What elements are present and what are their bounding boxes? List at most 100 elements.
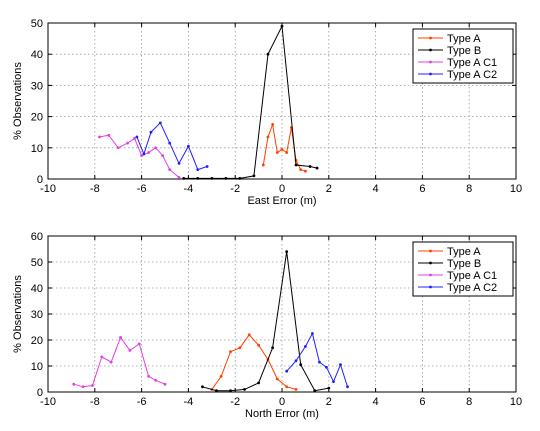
data-point bbox=[266, 52, 270, 56]
series-line-type-b bbox=[183, 24, 318, 179]
y-tick-label: 40 bbox=[31, 283, 43, 295]
data-point bbox=[147, 151, 151, 154]
legend-marker bbox=[429, 261, 432, 265]
x-tick-label: 10 bbox=[510, 183, 522, 195]
data-point bbox=[107, 133, 111, 137]
data-point bbox=[243, 388, 246, 391]
x-tick-label: -8 bbox=[90, 396, 100, 408]
data-point bbox=[224, 176, 228, 180]
data-point bbox=[210, 176, 214, 180]
x-tick-label: 6 bbox=[419, 396, 425, 408]
data-point bbox=[285, 369, 289, 373]
data-point bbox=[229, 350, 232, 354]
data-point bbox=[346, 385, 349, 389]
data-point bbox=[261, 163, 265, 167]
data-point bbox=[311, 332, 314, 335]
data-point bbox=[187, 144, 190, 148]
data-point bbox=[308, 165, 312, 168]
data-point bbox=[285, 151, 289, 154]
data-point bbox=[168, 141, 172, 145]
x-tick-label: -8 bbox=[90, 183, 100, 195]
data-point bbox=[275, 151, 279, 154]
legend-marker bbox=[429, 36, 432, 40]
y-tick-label: 0 bbox=[37, 387, 43, 399]
x-tick-label: 8 bbox=[466, 396, 472, 408]
data-point bbox=[201, 385, 204, 389]
x-tick-label: -2 bbox=[230, 396, 240, 408]
data-point bbox=[133, 137, 136, 140]
legend-marker bbox=[429, 273, 432, 277]
data-point bbox=[182, 176, 186, 180]
x-tick-label: -4 bbox=[184, 396, 194, 408]
data-point bbox=[168, 168, 172, 172]
y-axis-label: % Observations bbox=[12, 62, 24, 140]
x-tick-label: -6 bbox=[137, 183, 147, 195]
data-point bbox=[147, 375, 151, 378]
data-point bbox=[154, 146, 158, 150]
data-point bbox=[266, 135, 270, 139]
data-point bbox=[271, 346, 275, 350]
data-point bbox=[161, 154, 165, 158]
legend-marker bbox=[429, 72, 432, 76]
data-point bbox=[196, 168, 200, 172]
data-point bbox=[137, 342, 141, 346]
series-line-type-a-c2 bbox=[136, 121, 208, 171]
legend-marker bbox=[429, 48, 432, 52]
y-tick-label: 10 bbox=[31, 143, 43, 155]
data-point bbox=[313, 389, 317, 393]
data-point bbox=[215, 389, 218, 393]
data-point bbox=[229, 389, 232, 393]
data-point bbox=[325, 365, 328, 369]
x-axis-label: North Error (m) bbox=[245, 408, 319, 420]
y-tick-label: 50 bbox=[31, 257, 43, 269]
y-tick-label: 30 bbox=[31, 80, 43, 92]
data-point bbox=[285, 250, 289, 254]
data-point bbox=[72, 382, 76, 386]
y-tick-label: 20 bbox=[31, 335, 43, 347]
data-point bbox=[219, 375, 223, 378]
series-line-type-a-c1 bbox=[73, 336, 166, 388]
data-point bbox=[154, 378, 158, 382]
data-point bbox=[257, 343, 260, 347]
data-point bbox=[304, 169, 307, 173]
data-point bbox=[196, 176, 200, 180]
x-tick-label: 2 bbox=[326, 183, 332, 195]
y-tick-label: 10 bbox=[31, 361, 43, 373]
data-point bbox=[177, 176, 181, 179]
legend-marker bbox=[429, 285, 432, 289]
data-point bbox=[327, 386, 331, 390]
series-line-type-a bbox=[211, 334, 297, 390]
data-point bbox=[128, 349, 132, 352]
data-point bbox=[126, 141, 129, 145]
y-tick-label: 0 bbox=[37, 174, 43, 186]
data-point bbox=[247, 333, 251, 337]
data-point bbox=[163, 382, 167, 386]
y-tick-label: 40 bbox=[31, 49, 43, 61]
data-point bbox=[98, 135, 101, 139]
x-tick-label: 0 bbox=[279, 396, 285, 408]
legend-label: Type B bbox=[447, 258, 481, 270]
north-error-chart: -10 -8 -6 -4 -2 0 2 4 6 8 10 0 10 20 30 40 50 60 North Err… bbox=[12, 231, 522, 420]
data-point bbox=[119, 336, 122, 339]
legend-label: Type A C1 bbox=[447, 270, 497, 282]
data-point bbox=[238, 346, 242, 350]
data-point bbox=[109, 360, 113, 364]
y-tick-label: 20 bbox=[31, 112, 43, 124]
east-error-chart: -10 -8 -6 -4 -2 0 2 4 6 8 10 0 10 20 30 40 50 East Error … bbox=[12, 18, 522, 207]
x-tick-label: 10 bbox=[510, 396, 522, 408]
data-point bbox=[149, 130, 153, 134]
legend-label: Type B bbox=[447, 45, 481, 57]
x-axis-label: East Error (m) bbox=[247, 195, 316, 207]
x-tick-label: 2 bbox=[326, 396, 332, 408]
data-point bbox=[158, 121, 162, 125]
data-point bbox=[315, 166, 319, 170]
x-tick-label: -10 bbox=[40, 183, 56, 195]
legend-label: Type A bbox=[447, 33, 481, 45]
data-point bbox=[280, 24, 284, 28]
y-tick-label: 30 bbox=[31, 309, 43, 321]
data-point bbox=[294, 388, 298, 391]
legend-label: Type A C2 bbox=[447, 69, 497, 81]
data-point bbox=[81, 385, 85, 389]
data-point bbox=[177, 162, 181, 165]
